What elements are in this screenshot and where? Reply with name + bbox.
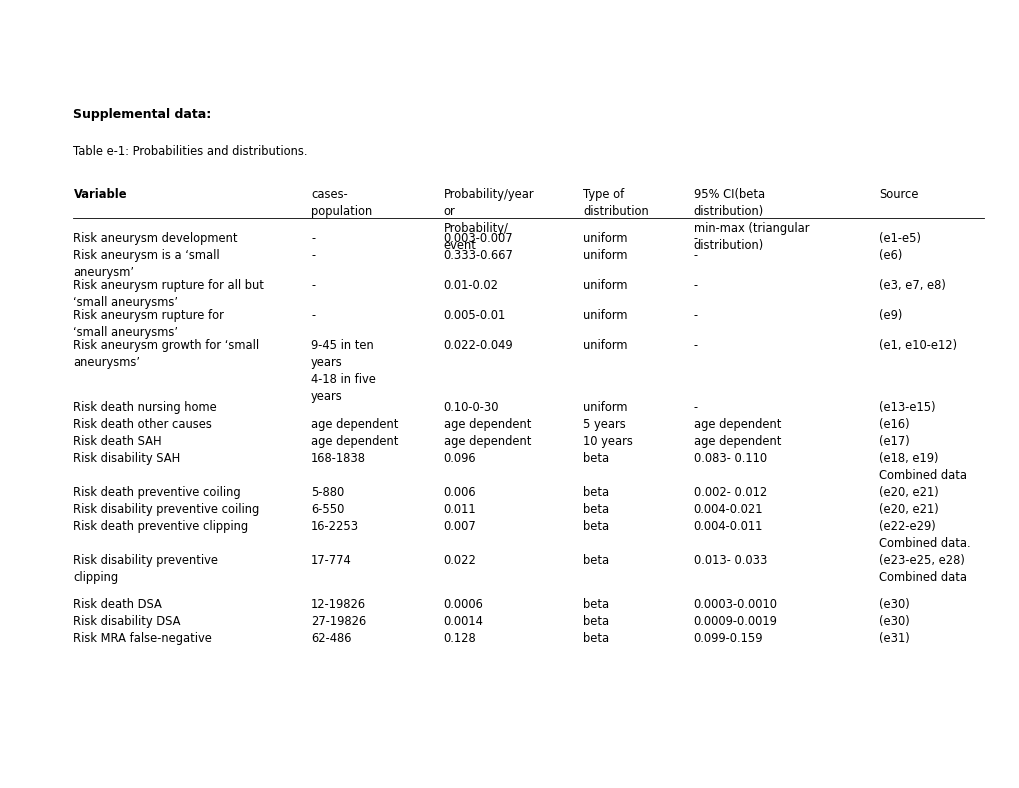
Text: -: - bbox=[693, 279, 697, 292]
Text: age dependent: age dependent bbox=[311, 418, 398, 431]
Text: 0.128: 0.128 bbox=[443, 632, 476, 645]
Text: Risk disability DSA: Risk disability DSA bbox=[73, 615, 180, 628]
Text: 0.333-0.667: 0.333-0.667 bbox=[443, 249, 514, 262]
Text: (e23-e25, e28)
Combined data: (e23-e25, e28) Combined data bbox=[878, 554, 966, 584]
Text: 168-1838: 168-1838 bbox=[311, 452, 366, 465]
Text: 0.003-0.007: 0.003-0.007 bbox=[443, 232, 513, 245]
Text: (e18, e19)
Combined data: (e18, e19) Combined data bbox=[878, 452, 966, 482]
Text: uniform: uniform bbox=[583, 249, 628, 262]
Text: age dependent: age dependent bbox=[693, 435, 781, 448]
Text: Risk aneurysm development: Risk aneurysm development bbox=[73, 232, 237, 245]
Text: (e20, e21): (e20, e21) bbox=[878, 486, 938, 499]
Text: 5 years: 5 years bbox=[583, 418, 626, 431]
Text: 0.01-0.02: 0.01-0.02 bbox=[443, 279, 498, 292]
Text: age dependent: age dependent bbox=[443, 435, 531, 448]
Text: 95% CI(beta
distribution)
min-max (triangular
distribution): 95% CI(beta distribution) min-max (trian… bbox=[693, 188, 808, 252]
Text: Type of
distribution: Type of distribution bbox=[583, 188, 648, 218]
Text: 0.022: 0.022 bbox=[443, 554, 476, 567]
Text: uniform: uniform bbox=[583, 401, 628, 414]
Text: 0.004-0.011: 0.004-0.011 bbox=[693, 520, 762, 533]
Text: 0.099-0.159: 0.099-0.159 bbox=[693, 632, 762, 645]
Text: 0.005-0.01: 0.005-0.01 bbox=[443, 309, 505, 322]
Text: Risk death preventive clipping: Risk death preventive clipping bbox=[73, 520, 249, 533]
Text: beta: beta bbox=[583, 615, 609, 628]
Text: Risk disability preventive
clipping: Risk disability preventive clipping bbox=[73, 554, 218, 584]
Text: age dependent: age dependent bbox=[443, 418, 531, 431]
Text: -: - bbox=[693, 249, 697, 262]
Text: (e9): (e9) bbox=[878, 309, 902, 322]
Text: (e13-e15): (e13-e15) bbox=[878, 401, 935, 414]
Text: 0.10-0-30: 0.10-0-30 bbox=[443, 401, 498, 414]
Text: 0.022-0.049: 0.022-0.049 bbox=[443, 339, 513, 352]
Text: uniform: uniform bbox=[583, 232, 628, 245]
Text: uniform: uniform bbox=[583, 309, 628, 322]
Text: Risk disability preventive coiling: Risk disability preventive coiling bbox=[73, 503, 260, 516]
Text: age dependent: age dependent bbox=[311, 435, 398, 448]
Text: (e6): (e6) bbox=[878, 249, 902, 262]
Text: beta: beta bbox=[583, 520, 609, 533]
Text: -: - bbox=[311, 309, 315, 322]
Text: 62-486: 62-486 bbox=[311, 632, 352, 645]
Text: 0.011: 0.011 bbox=[443, 503, 476, 516]
Text: 12-19826: 12-19826 bbox=[311, 598, 366, 611]
Text: 0.007: 0.007 bbox=[443, 520, 476, 533]
Text: Risk aneurysm rupture for all but
‘small aneurysms’: Risk aneurysm rupture for all but ‘small… bbox=[73, 279, 264, 309]
Text: beta: beta bbox=[583, 452, 609, 465]
Text: 0.013- 0.033: 0.013- 0.033 bbox=[693, 554, 766, 567]
Text: -: - bbox=[311, 249, 315, 262]
Text: (e30): (e30) bbox=[878, 615, 909, 628]
Text: Risk death nursing home: Risk death nursing home bbox=[73, 401, 217, 414]
Text: (e30): (e30) bbox=[878, 598, 909, 611]
Text: 17-774: 17-774 bbox=[311, 554, 352, 567]
Text: Source: Source bbox=[878, 188, 918, 201]
Text: beta: beta bbox=[583, 503, 609, 516]
Text: (e31): (e31) bbox=[878, 632, 909, 645]
Text: -: - bbox=[693, 339, 697, 352]
Text: (e17): (e17) bbox=[878, 435, 909, 448]
Text: (e1, e10-e12): (e1, e10-e12) bbox=[878, 339, 957, 352]
Text: 10 years: 10 years bbox=[583, 435, 633, 448]
Text: beta: beta bbox=[583, 598, 609, 611]
Text: 0.0003-0.0010: 0.0003-0.0010 bbox=[693, 598, 776, 611]
Text: -: - bbox=[693, 309, 697, 322]
Text: 6-550: 6-550 bbox=[311, 503, 344, 516]
Text: Risk death DSA: Risk death DSA bbox=[73, 598, 162, 611]
Text: 0.0006: 0.0006 bbox=[443, 598, 483, 611]
Text: (e16): (e16) bbox=[878, 418, 909, 431]
Text: 0.0009-0.0019: 0.0009-0.0019 bbox=[693, 615, 776, 628]
Text: 0.002- 0.012: 0.002- 0.012 bbox=[693, 486, 766, 499]
Text: beta: beta bbox=[583, 554, 609, 567]
Text: Risk disability SAH: Risk disability SAH bbox=[73, 452, 180, 465]
Text: Supplemental data:: Supplemental data: bbox=[73, 108, 212, 121]
Text: (e20, e21): (e20, e21) bbox=[878, 503, 938, 516]
Text: -: - bbox=[311, 279, 315, 292]
Text: Risk aneurysm growth for ‘small
aneurysms’: Risk aneurysm growth for ‘small aneurysm… bbox=[73, 339, 259, 369]
Text: 5-880: 5-880 bbox=[311, 486, 344, 499]
Text: uniform: uniform bbox=[583, 279, 628, 292]
Text: uniform: uniform bbox=[583, 339, 628, 352]
Text: 16-2253: 16-2253 bbox=[311, 520, 359, 533]
Text: Risk aneurysm rupture for
‘small aneurysms’: Risk aneurysm rupture for ‘small aneurys… bbox=[73, 309, 224, 339]
Text: (e3, e7, e8): (e3, e7, e8) bbox=[878, 279, 946, 292]
Text: beta: beta bbox=[583, 632, 609, 645]
Text: Risk MRA false-negative: Risk MRA false-negative bbox=[73, 632, 212, 645]
Text: 27-19826: 27-19826 bbox=[311, 615, 366, 628]
Text: Probability/year
or
Probability/
event: Probability/year or Probability/ event bbox=[443, 188, 534, 252]
Text: Table e-1: Probabilities and distributions.: Table e-1: Probabilities and distributio… bbox=[73, 145, 308, 158]
Text: Risk death SAH: Risk death SAH bbox=[73, 435, 162, 448]
Text: beta: beta bbox=[583, 486, 609, 499]
Text: -: - bbox=[693, 401, 697, 414]
Text: (e1-e5): (e1-e5) bbox=[878, 232, 920, 245]
Text: Risk death preventive coiling: Risk death preventive coiling bbox=[73, 486, 240, 499]
Text: Risk aneurysm is a ‘small
aneurysm’: Risk aneurysm is a ‘small aneurysm’ bbox=[73, 249, 220, 279]
Text: (e22-e29)
Combined data.: (e22-e29) Combined data. bbox=[878, 520, 970, 550]
Text: cases-
population: cases- population bbox=[311, 188, 372, 218]
Text: 0.0014: 0.0014 bbox=[443, 615, 483, 628]
Text: Risk death other causes: Risk death other causes bbox=[73, 418, 212, 431]
Text: Variable: Variable bbox=[73, 188, 126, 201]
Text: 0.083- 0.110: 0.083- 0.110 bbox=[693, 452, 766, 465]
Text: -: - bbox=[693, 232, 697, 245]
Text: -: - bbox=[311, 232, 315, 245]
Text: 0.004-0.021: 0.004-0.021 bbox=[693, 503, 762, 516]
Text: 9-45 in ten
years
4-18 in five
years: 9-45 in ten years 4-18 in five years bbox=[311, 339, 376, 403]
